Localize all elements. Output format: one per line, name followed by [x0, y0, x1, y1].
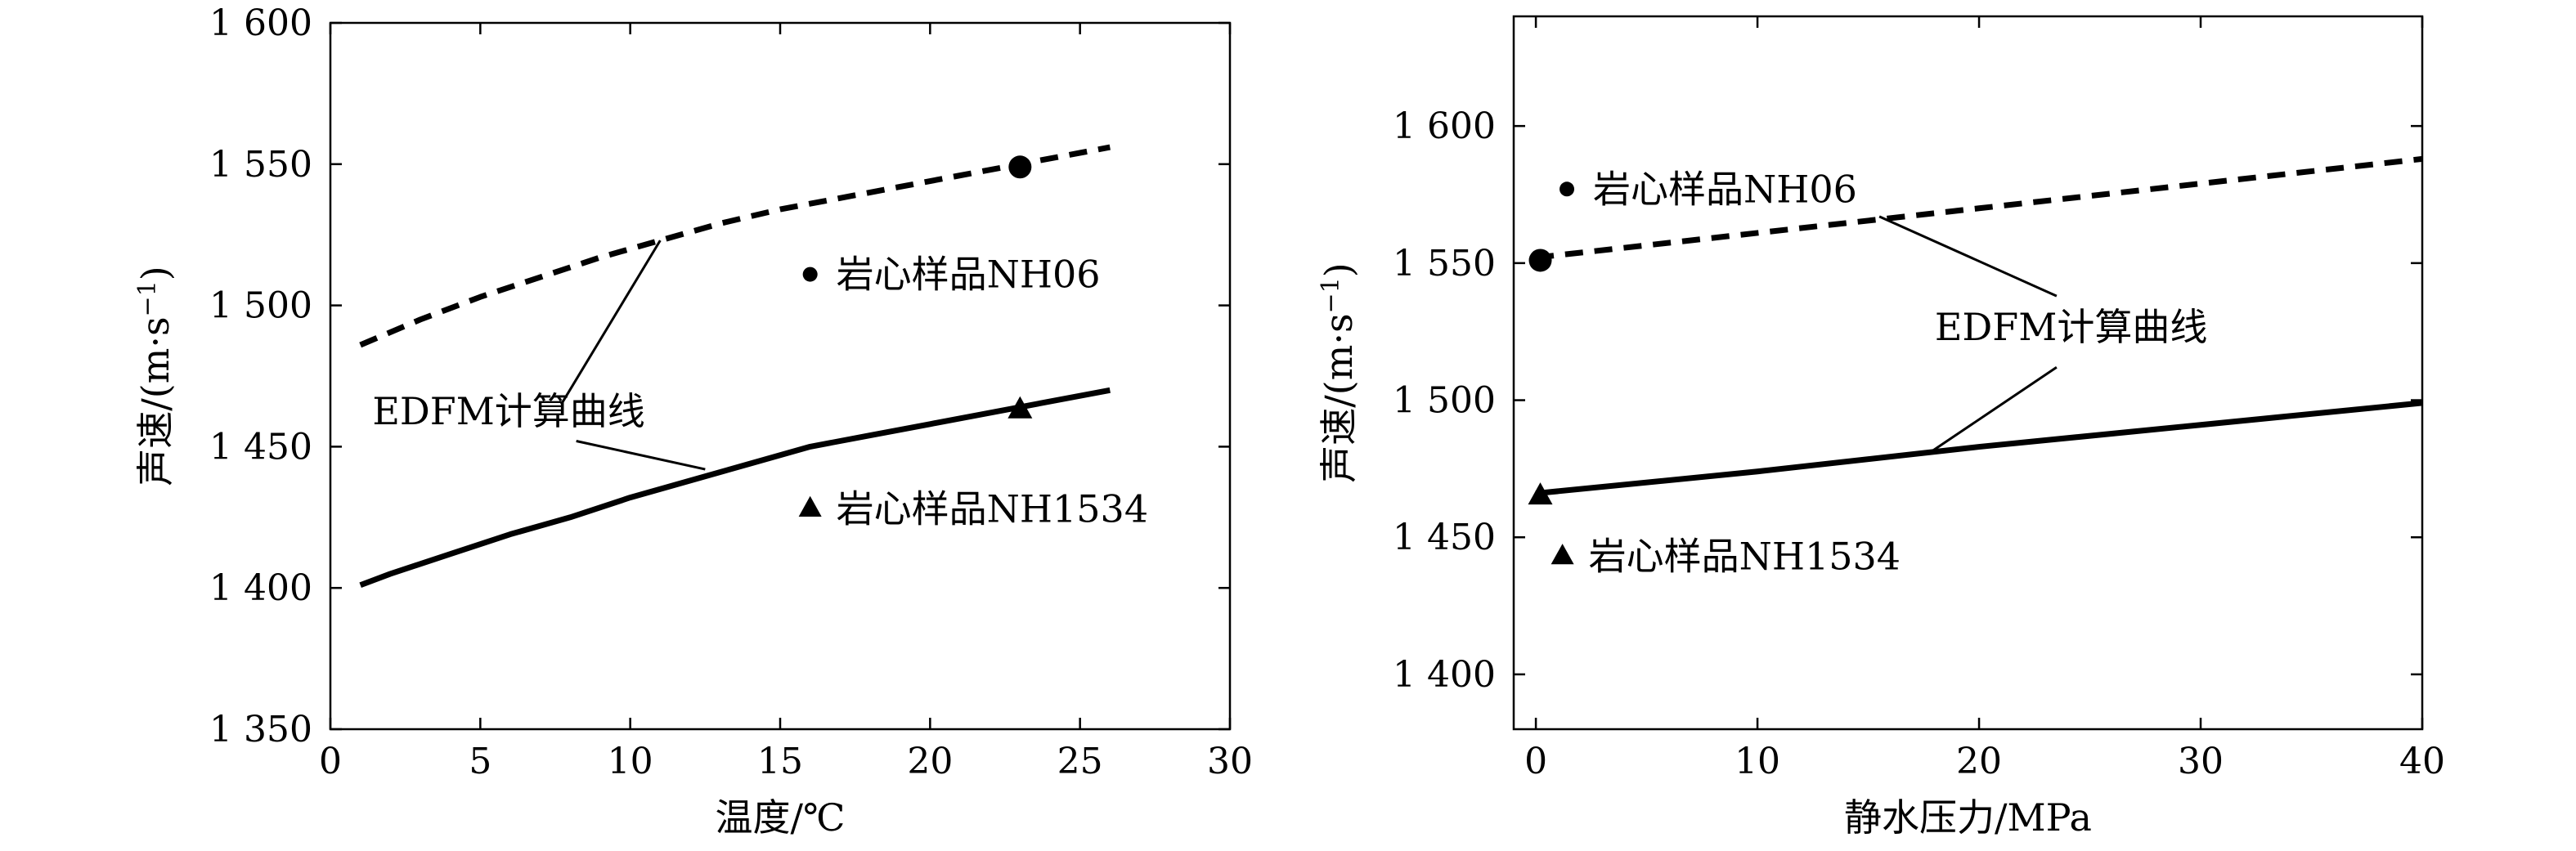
- plot-frame: [329, 21, 1232, 731]
- legend-label: 岩心样品NH06: [837, 253, 1101, 297]
- legend-label: 岩心样品NH1534: [837, 486, 1148, 531]
- x-tick-label: 0: [319, 741, 342, 782]
- x-tick-label: 5: [469, 741, 491, 782]
- annotation-label: EDFM计算曲线: [1935, 305, 2207, 349]
- series-line-solid: [1535, 400, 2423, 497]
- annotation-pointer: [1878, 215, 2058, 298]
- x-tick-label: 30: [1207, 741, 1253, 782]
- annotation-label: EDFM计算曲线: [372, 389, 644, 433]
- y-tick-label: 1 500: [209, 285, 312, 327]
- x-tick-label: 30: [2178, 741, 2224, 782]
- x-tick-label: 0: [1524, 741, 1547, 782]
- legend-circle: [802, 266, 818, 282]
- marker-triangle: [1008, 396, 1033, 419]
- marker-triangle: [1528, 482, 1553, 505]
- legend-triangle: [1551, 544, 1574, 565]
- y-tick-label: 1 450: [1393, 517, 1496, 558]
- y-tick-label: 1 550: [209, 144, 312, 186]
- y-tick-label: 1 550: [1393, 243, 1496, 284]
- y-tick-label: 1 350: [209, 709, 312, 750]
- x-tick-label: 40: [2399, 741, 2445, 782]
- y-tick-label: 1 400: [1393, 654, 1496, 696]
- series-line-dashed: [359, 144, 1111, 348]
- chart-1: 0 5 10 15 20 25 30 1 350 1 400 1 450 1 500 1 550 1 6…: [133, 2, 1253, 840]
- x-tick-label: 20: [1956, 741, 2002, 782]
- annotation-pointer: [560, 240, 662, 405]
- y-tick-label: 1 600: [1393, 105, 1496, 147]
- legend-label: 岩心样品NH06: [1593, 167, 1857, 211]
- annotation-pointer: [576, 440, 706, 471]
- y-axis-label: 声速/(m·s−1): [1317, 262, 1361, 482]
- legend-label: 岩心样品NH1534: [1589, 535, 1901, 579]
- y-tick-label: 1 450: [209, 426, 312, 468]
- x-axis-label: 静水压力/MPa: [1844, 795, 2092, 840]
- x-tick-label: 20: [907, 741, 953, 782]
- x-tick-label: 10: [608, 741, 653, 782]
- legend-triangle: [798, 495, 822, 517]
- plot-frame: [1512, 15, 2424, 731]
- y-tick-label: 1 500: [1393, 380, 1496, 422]
- x-tick-label: 15: [757, 741, 803, 782]
- y-tick-label: 1 400: [209, 567, 312, 609]
- marker-circle: [1008, 155, 1032, 179]
- y-tick-label: 1 600: [209, 2, 312, 44]
- x-axis-label: 温度/℃: [716, 795, 846, 840]
- chart-2: 0 10 20 30 40 1 400 1 450 1 500 1 550 1 600 静水压力/M…: [1317, 15, 2445, 840]
- series-line-dashed: [1535, 155, 2423, 261]
- annotation-pointer: [1929, 366, 2058, 454]
- x-tick-label: 10: [1735, 741, 1780, 782]
- y-axis-label: 声速/(m·s−1): [133, 266, 177, 486]
- legend-circle: [1560, 181, 1575, 197]
- x-tick-label: 25: [1057, 741, 1103, 782]
- series-line-solid: [359, 387, 1111, 589]
- marker-circle: [1528, 249, 1552, 272]
